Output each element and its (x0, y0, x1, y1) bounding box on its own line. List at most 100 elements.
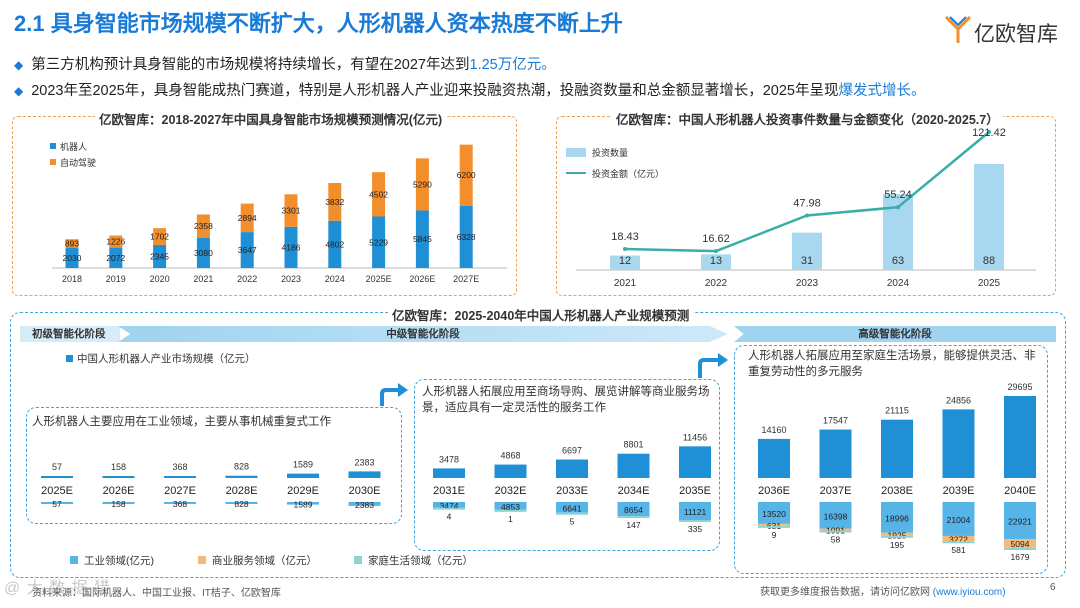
x-tick-label: 2025E (366, 274, 392, 284)
bar-total (617, 453, 650, 478)
legend-swatch-count (566, 148, 586, 157)
bar-total (881, 419, 913, 478)
bar-autodrive (284, 194, 298, 227)
bar-autodrive (240, 203, 254, 233)
bar-autodrive (65, 239, 79, 249)
data-label-industrial: 11121 (684, 507, 707, 517)
x-tick-label: 2019 (106, 274, 126, 284)
bullet-1: ◆ 第三方机构预计具身智能的市场规模将持续增长，有望在2027年达到1.25万亿元… (14, 53, 556, 74)
legend-swatch-commercial (198, 556, 206, 564)
data-label-total: 57 (52, 462, 62, 472)
legend-label-industrial: 工业领域(亿元) (84, 554, 154, 567)
stage-middle-label: 中级智能化阶段 (386, 328, 460, 340)
data-label-total: 21115 (885, 406, 909, 416)
bar-industrial (102, 502, 135, 504)
footer-website-link[interactable]: (www.iyiou.com) (932, 587, 1006, 598)
x-tick-label: 2024 (887, 278, 910, 289)
x-tick-label: 2030E (349, 485, 381, 497)
x-tick-label: 2031E (433, 485, 465, 497)
data-label-industrial: 1589 (294, 499, 313, 509)
chart3-industry-forecast: 中国人形机器人产业市场规模（亿元）572025E571582026E158368… (41, 352, 1036, 567)
bar-industrial (942, 502, 975, 536)
bar-autodrive (196, 214, 210, 238)
bar-total (164, 476, 196, 478)
data-label-amount: 18.43 (611, 231, 639, 243)
data-label-robot: 3647 (238, 245, 257, 255)
bar-total (433, 468, 465, 478)
x-tick-label: 2029E (287, 485, 319, 497)
data-label-household: 9 (772, 530, 777, 540)
data-label-total: 3478 (439, 454, 459, 464)
data-label-household: 581 (951, 545, 965, 555)
data-label-robot: 2072 (106, 253, 125, 263)
x-tick-label: 2020 (150, 274, 170, 284)
data-label-industrial: 158 (111, 499, 125, 509)
data-label-total: 8801 (623, 440, 643, 450)
bar-total (494, 464, 527, 478)
bar-robot (459, 205, 473, 268)
bar-investment-count (974, 164, 1004, 270)
x-tick-label: 2025E (41, 485, 73, 497)
data-label-autodrive: 3301 (282, 206, 301, 216)
data-label-industrial: 3474 (440, 501, 459, 511)
data-label-industrial: 2383 (355, 500, 374, 510)
bar-robot (372, 216, 386, 268)
data-label-count: 63 (892, 255, 904, 267)
x-tick-label: 2022 (705, 278, 728, 289)
bar-industrial (41, 502, 73, 504)
bar-household (881, 535, 913, 538)
data-label-total: 24856 (946, 395, 971, 405)
bar-industrial (617, 502, 650, 516)
bar-industrial (494, 502, 527, 510)
bar-robot (328, 220, 342, 268)
data-label-robot: 6328 (457, 232, 476, 242)
bullet-1-text: 第三方机构预计具身智能的市场规模将持续增长，有望在2027年达到 (31, 57, 470, 73)
data-label-autodrive: 2358 (194, 221, 213, 231)
note-commercial: 人形机器人拓展应用至商场导购、展览讲解等商业服务场景，适应具有一定灵活性的服务工… (422, 386, 710, 414)
bar-total (348, 471, 381, 478)
data-label-total: 14160 (761, 425, 786, 435)
data-label-count: 13 (710, 255, 722, 267)
point-investment-amount (714, 249, 718, 254)
stage-box-household (734, 345, 1048, 574)
bar-robot (196, 237, 210, 268)
bar-industrial (819, 502, 852, 529)
bar-industrial (1004, 502, 1036, 540)
data-label-household: 1 (508, 514, 513, 524)
legend-label-count: 投资数量 (592, 147, 628, 158)
data-label-industrial: 8654 (624, 505, 643, 515)
data-label-amount: 121.42 (972, 127, 1006, 139)
legend-label-robot: 机器人 (60, 141, 87, 152)
x-tick-label: 2035E (679, 485, 711, 497)
x-tick-label: 2027E (453, 274, 479, 284)
bar-autodrive (459, 144, 473, 206)
data-label-total: 828 (234, 462, 249, 472)
bar-total (819, 429, 852, 478)
bar-industrial (225, 502, 258, 504)
legend-label-total: 中国人形机器人产业市场规模（亿元） (77, 352, 256, 365)
data-label-autodrive: 4502 (369, 189, 388, 199)
data-label-industrial: 18996 (885, 513, 909, 523)
point-investment-amount (896, 205, 900, 210)
stage-middle: 中级智能化阶段 (118, 326, 728, 342)
data-label-commercial: 3272 (949, 535, 968, 545)
bar-robot (153, 244, 167, 268)
data-label-robot: 5845 (413, 234, 432, 244)
data-label-total: 158 (111, 462, 126, 472)
bar-total (287, 473, 319, 478)
footer-website-text: 获取更多维度报告数据，请访问亿欧网 (760, 587, 930, 598)
diamond-icon: ◆ (14, 84, 24, 98)
chart2-title: 亿欧智库：中国人形机器人投资事件数量与金额变化（2020-2025.7） (612, 109, 1003, 128)
diamond-icon: ◆ (14, 58, 24, 72)
x-tick-label: 2034E (618, 485, 650, 497)
bar-household (819, 530, 852, 533)
data-label-household: 195 (890, 540, 904, 550)
data-label-total: 11456 (683, 432, 707, 442)
stage-advanced-label: 高级智能化阶段 (858, 328, 932, 340)
stage-arrow-2-icon (698, 353, 728, 378)
bar-total (758, 438, 790, 478)
x-tick-label: 2037E (820, 485, 852, 497)
chart1-title: 亿欧智库：2018-2027年中国具身智能市场规模预测情况(亿元) (95, 109, 447, 128)
bar-industrial (348, 502, 381, 506)
